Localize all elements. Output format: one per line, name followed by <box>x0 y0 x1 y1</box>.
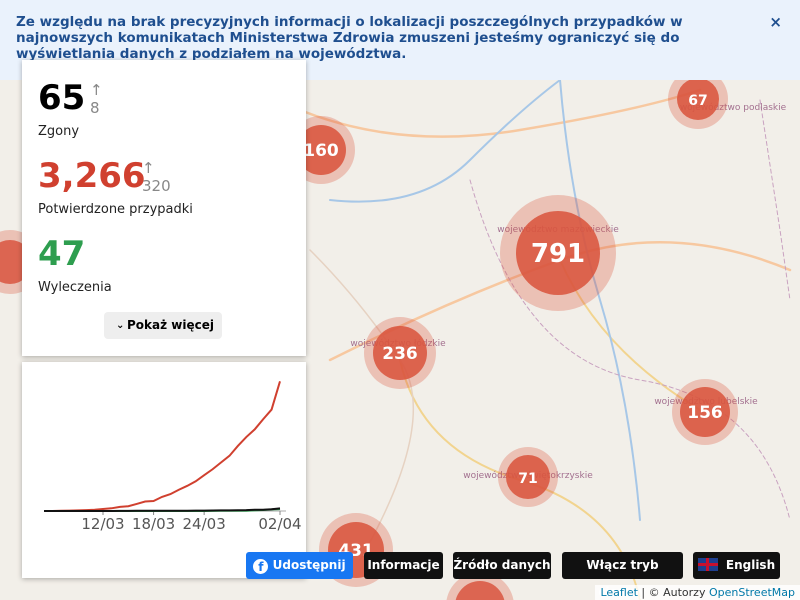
marker-count: 71 <box>518 471 537 487</box>
marker <box>516 211 600 295</box>
close-button[interactable]: × <box>769 13 782 31</box>
show-more-button[interactable]: ⌄ Pokaż więcej <box>104 312 222 339</box>
attribution-text: | © Autorzy <box>641 586 706 599</box>
stat-value: 3,266 <box>38 156 146 196</box>
button-label: English <box>725 558 776 572</box>
stat-label: Zgony <box>38 124 80 139</box>
info-button[interactable]: Informacje <box>364 552 443 579</box>
stat-label: Wyleczenia <box>38 280 112 295</box>
language-button[interactable]: English <box>693 552 780 579</box>
x-tick-label: 02/04 <box>258 515 301 533</box>
stat-delta: ↑ 8 <box>90 81 103 117</box>
marker-count: 67 <box>688 93 707 109</box>
x-tick-label: 18/03 <box>132 515 175 533</box>
delta-value: 320 <box>142 177 171 195</box>
marker <box>677 78 719 120</box>
share-button[interactable]: f Udostępnij <box>246 552 353 579</box>
stats-panel: 65 ↑ 8 Zgony 3,266 ↑ 320 Potwierdzone pr… <box>22 60 306 356</box>
stat-label: Potwierdzone przypadki <box>38 202 193 217</box>
stat-value: 47 <box>38 234 86 274</box>
button-label: Pokaż więcej <box>127 318 214 332</box>
x-tick-label: 12/03 <box>81 515 124 533</box>
delta-value: 8 <box>90 99 100 117</box>
region-label: województwo podlaskie <box>680 102 787 113</box>
series-line <box>44 507 281 512</box>
banner-text: Ze względu na brak precyzyjnych informac… <box>16 14 683 62</box>
deaths-stat: 65 ↑ 8 Zgony <box>38 78 103 139</box>
chart-panel: 12/03 18/03 24/03 02/04 <box>22 362 306 578</box>
osm-link[interactable]: OpenStreetMap <box>708 586 795 599</box>
leaflet-link[interactable]: Leaflet <box>600 586 638 599</box>
marker <box>296 125 346 175</box>
recovered-stat: 47 Wyleczenia <box>38 234 112 295</box>
x-tick-label: 24/03 <box>183 515 226 533</box>
marker <box>373 326 427 380</box>
source-button[interactable]: Źródło danych <box>453 552 551 579</box>
stat-value: 65 <box>38 78 86 118</box>
confirmed-stat: 3,266 ↑ 320 Potwierdzone przypadki <box>38 156 193 217</box>
series-line <box>44 381 281 512</box>
marker-count: 236 <box>382 344 418 364</box>
marker <box>506 455 550 499</box>
stat-delta: ↑ 320 <box>142 159 171 195</box>
marker-count: 791 <box>531 239 585 269</box>
dark-mode-button[interactable]: Włącz tryb ciemny <box>562 552 683 599</box>
attribution: Leaflet | © Autorzy OpenStreetMap <box>595 585 800 600</box>
marker <box>680 387 730 437</box>
marker-count: 156 <box>687 403 723 423</box>
marker-count: 160 <box>303 141 339 161</box>
button-label: Udostępnij <box>272 558 346 572</box>
chart: 12/03 18/03 24/03 02/04 <box>44 381 302 533</box>
